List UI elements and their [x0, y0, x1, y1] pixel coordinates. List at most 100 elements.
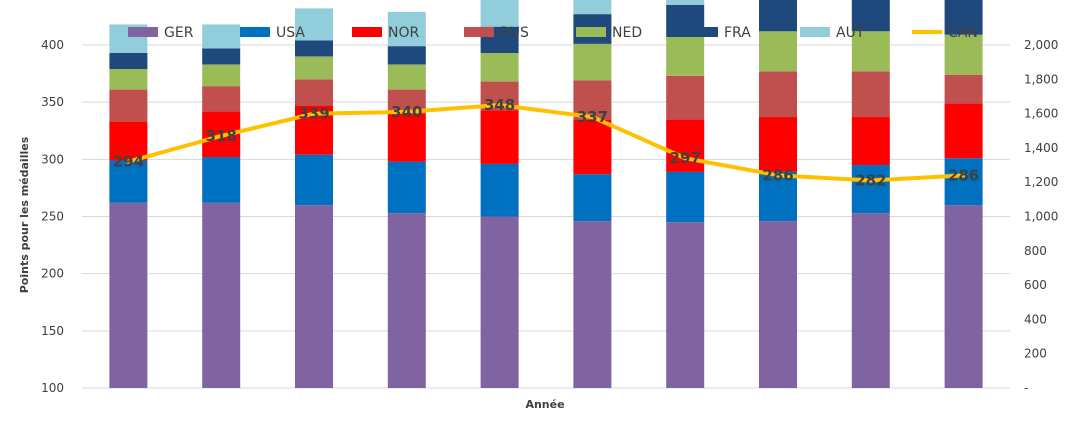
legend-label: NED [612, 25, 642, 41]
bar-ned [851, 31, 890, 72]
line-data-label: 340 [391, 103, 422, 121]
line-data-label: 282 [855, 171, 886, 189]
y2-tick-label: 200 [1024, 347, 1047, 361]
bar-ger [387, 213, 426, 388]
legend-swatch-ned [576, 27, 606, 37]
bar-ger [295, 205, 333, 388]
bar-fra [851, 0, 890, 32]
bar-usa [202, 157, 241, 203]
can-line-series [126, 103, 966, 183]
bar-aut [480, 0, 519, 27]
line-data-label: 286 [948, 166, 979, 184]
bar-rus [759, 71, 797, 118]
y-tick-label: 150 [41, 324, 64, 338]
bar-ned [480, 53, 519, 82]
y2-tick-label: 800 [1024, 244, 1047, 258]
y2-tick-label: 400 [1024, 312, 1047, 326]
legend-swatch-aut [800, 27, 830, 37]
line-point [497, 103, 502, 108]
line-point [961, 173, 966, 178]
legend-label: GER [164, 25, 194, 41]
line-data-label: 286 [762, 166, 793, 184]
bar-rus [944, 74, 983, 104]
bar-aut [202, 24, 241, 49]
bar-usa [109, 160, 148, 203]
bar-fra [759, 0, 797, 32]
bar-nor [759, 117, 797, 172]
y2-tick-label: 600 [1024, 278, 1047, 292]
bar-ned [109, 69, 148, 90]
y2-tick-label: 1,400 [1024, 141, 1058, 155]
line-point [868, 178, 873, 183]
y2-tick-label: 2,000 [1024, 38, 1058, 52]
bar-usa [480, 163, 519, 217]
legend-label: AUT [836, 25, 865, 41]
bar-ned [387, 64, 426, 90]
y-tick-label: 300 [41, 152, 64, 166]
line-data-label: 294 [113, 153, 144, 171]
bar-nor [573, 119, 612, 175]
bar-usa [573, 174, 612, 222]
legend-swatch-fra [688, 27, 718, 37]
legend-swatch-ger [128, 27, 158, 37]
bar-nor [109, 121, 148, 161]
bar-fra [295, 40, 333, 57]
bar-ger [759, 221, 797, 388]
legend-label: USA [276, 25, 305, 41]
legend-swatch-nor [352, 27, 382, 37]
bar-ned [759, 31, 797, 72]
y-axis-title: Points pour les médailles [18, 136, 31, 293]
y2-tick-label: 1,000 [1024, 210, 1058, 224]
bar-ned [573, 43, 612, 81]
bar-rus [202, 86, 241, 112]
legend-label: RUS [500, 25, 529, 41]
bar-segments [109, 0, 983, 388]
line-data-label: 297 [670, 149, 701, 167]
line-point [776, 173, 780, 178]
bar-ger [573, 221, 612, 388]
line-point [590, 115, 595, 120]
y2-tick-label: 1,600 [1024, 107, 1058, 121]
y2-tick-label: 1,200 [1024, 175, 1058, 189]
line-data-label: 337 [577, 108, 608, 126]
x-axis-title: Année [525, 398, 564, 411]
bar-usa [666, 171, 705, 223]
line-point [683, 156, 688, 161]
bar-ger [202, 202, 241, 388]
bar-nor [666, 119, 705, 172]
bar-ned [944, 34, 983, 75]
legend-label: CAN [948, 25, 978, 41]
bar-ned [666, 36, 705, 76]
bar-fra [387, 46, 426, 65]
y2-tick-label: - [1024, 381, 1028, 395]
line-point [219, 133, 224, 138]
y-tick-label: 200 [41, 267, 64, 281]
bar-ned [202, 64, 241, 87]
axes: 100 150 200 250 300 350 400 - 200 400 600 800 1,000 1… [41, 38, 1058, 395]
bar-fra [944, 0, 983, 35]
y2-tick-label: 1,800 [1024, 72, 1058, 86]
bar-usa [295, 154, 333, 206]
line-data-label: 339 [298, 105, 329, 123]
line-point [126, 159, 131, 164]
y-tick-label: 100 [41, 381, 64, 395]
bar-rus [573, 80, 612, 120]
y-tick-label: 350 [41, 95, 64, 109]
bar-aut [387, 11, 426, 47]
bar-rus [666, 75, 705, 120]
y-tick-label: 250 [41, 210, 64, 224]
legend-swatch-rus [464, 27, 494, 37]
y-tick-label: 400 [41, 38, 64, 52]
legend: GER USA NOR RUS NED FRA AUT CAN [128, 25, 978, 41]
bar-rus [109, 89, 148, 122]
line-data-label: 348 [484, 96, 515, 114]
bar-nor [944, 103, 983, 159]
bar-ger [109, 202, 148, 388]
bar-usa [387, 161, 426, 214]
data-labels: 294 318 339 340 348 337 297 286 282 286 [113, 96, 980, 189]
line-point [312, 111, 316, 116]
bar-ger [851, 213, 890, 388]
line-data-label: 318 [206, 127, 237, 145]
